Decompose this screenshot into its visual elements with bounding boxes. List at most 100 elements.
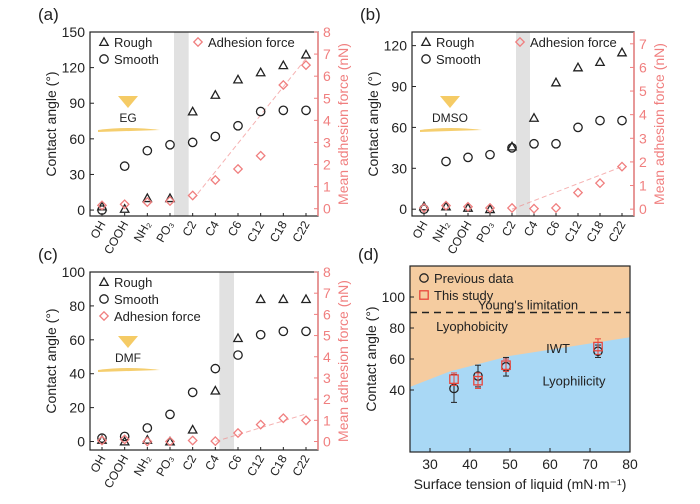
x-tick-label: PO₃ [153,218,176,244]
x-tick-label: C2 [179,218,199,239]
y-axis-title: Contact angle (°) [365,71,381,176]
data-point-smooth [165,139,175,150]
data-point-adhesion-force [210,435,221,447]
data-point-this-study [473,375,483,386]
left-tick-label: 120 [384,38,408,54]
data-point-smooth [187,387,198,398]
data-point-smooth [142,145,153,156]
legend-label: Adhesion force [208,35,295,50]
x-tick-label: C4 [202,452,222,473]
data-point-smooth [595,115,605,126]
data-point-smooth [617,115,627,126]
x-tick-label: 80 [622,456,638,472]
y-tick-label: 100 [382,289,406,305]
legend-label: This study [434,288,494,303]
legend-marker [419,290,429,300]
data-point-rough [550,76,562,87]
panel-label: (c) [38,245,58,264]
data-point-adhesion-force [300,60,312,71]
data-point-smooth [301,326,311,337]
data-point-rough [210,385,221,395]
data-point-rough [164,192,176,203]
data-point-adhesion-force [300,415,312,426]
right-tick-label: 7 [323,285,331,301]
data-point-rough [278,293,289,304]
data-point-rough [528,112,540,122]
data-point-this-study [501,360,511,371]
young-limitation-label: Young's limitation [478,298,578,313]
x-tick-label: C4 [521,218,541,239]
y2-axis-title: Mean adhesion force (nN) [651,43,667,205]
data-point-smooth [119,431,130,442]
right-tick-label: 8 [323,264,331,280]
legend-label: Rough [114,275,152,290]
x-tick-label: 30 [422,456,438,472]
data-point-rough [278,59,289,70]
right-tick-label: 6 [323,306,331,322]
data-point-adhesion-force [418,202,430,214]
x-tick-label: OH [87,219,108,242]
data-point-adhesion-force [119,434,130,445]
y-tick-label: 40 [389,382,405,398]
legend-marker [98,36,110,47]
data-point-adhesion-force [232,427,244,439]
lyophilic-region [410,337,630,452]
data-point-adhesion-force [506,202,518,214]
transition-band [516,32,530,216]
x-tick-label: C18 [583,218,606,244]
right-tick-label: 8 [323,24,331,40]
x-tick-label: C6 [225,218,245,239]
legend-marker [514,36,526,48]
data-point-rough [210,89,221,99]
right-tick-label: 3 [323,134,331,150]
right-tick-label: 0 [639,201,647,217]
data-point-smooth [278,326,289,337]
legend-label: Rough [114,35,152,50]
substrate-icon [98,128,160,132]
left-tick-label: 90 [391,79,407,95]
right-tick-label: 2 [639,154,647,170]
legend-marker [421,54,431,64]
legend-label: Smooth [114,292,159,307]
x-tick-label: C2 [499,218,519,239]
x-tick-label: OH [409,219,430,242]
droplet-icon [118,96,138,108]
y-axis-title: Contact angle (°) [43,308,59,413]
x-tick-label: C4 [202,218,222,239]
legend-label: Rough [436,35,474,50]
data-point-rough [572,61,584,72]
data-point-adhesion-force [440,200,452,211]
left-tick-label: 60 [69,131,85,147]
x-tick-label: NH₂ [131,218,154,244]
legend-marker [98,310,110,322]
data-point-smooth [278,105,289,116]
data-point-smooth [463,152,473,163]
data-point-smooth [119,161,130,171]
data-point-rough [300,293,312,304]
data-point-rough [187,105,198,116]
droplet-icon [440,96,460,108]
data-point-adhesion-force [594,178,606,189]
data-point-adhesion-force [210,174,221,186]
x-tick-label: 60 [542,456,558,472]
legend-label: Smooth [114,52,159,67]
legend-label: Smooth [436,52,481,67]
data-point-rough [616,46,628,57]
legend-marker [99,294,109,304]
data-point-adhesion-force [142,436,153,447]
left-tick-label: 0 [399,201,407,217]
x-tick-label: C22 [605,218,628,244]
x-tick-label: C12 [561,218,584,244]
left-tick-label: 150 [62,24,86,40]
data-point-rough [300,49,312,59]
data-point-adhesion-force [232,163,244,175]
solvent-label: DMSO [432,111,468,125]
data-point-rough [232,73,244,84]
panel-label: (b) [360,5,381,24]
data-point-adhesion-force [278,413,289,424]
right-tick-label: 2 [323,391,331,407]
x-tick-label: C2 [179,452,199,473]
data-point-adhesion-force [142,196,153,208]
fit-line [511,166,623,210]
